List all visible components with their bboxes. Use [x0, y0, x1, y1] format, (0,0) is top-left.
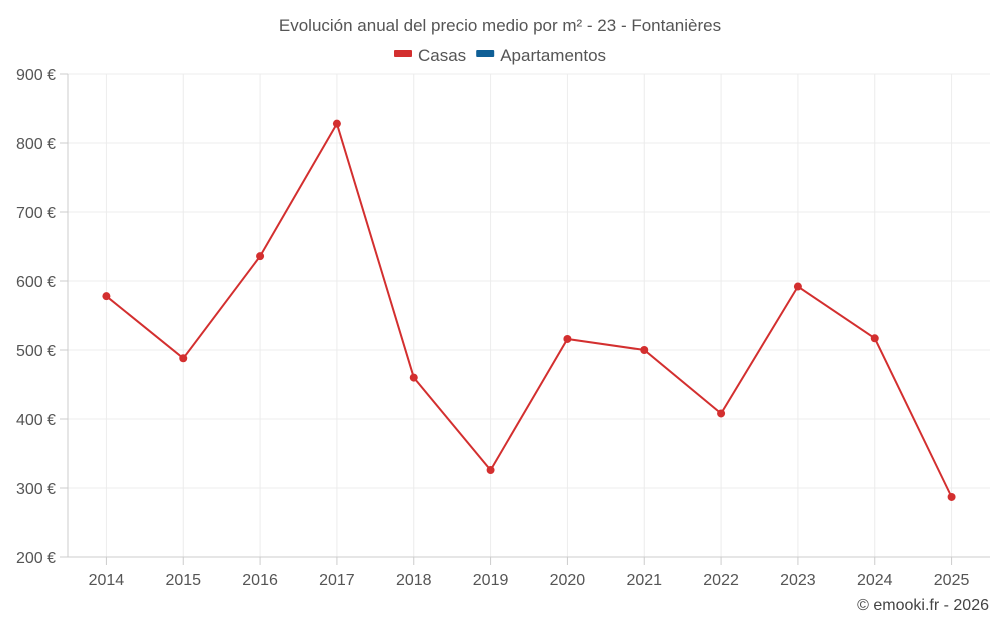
- y-tick-label: 300 €: [16, 481, 56, 498]
- data-point[interactable]: [409, 373, 418, 382]
- data-point[interactable]: [486, 466, 495, 475]
- data-point[interactable]: [640, 346, 649, 354]
- data-point[interactable]: [256, 252, 265, 261]
- x-tick-label: 2019: [473, 572, 509, 589]
- x-tick-label: 2017: [319, 572, 355, 589]
- series-line-casas: [105, 121, 953, 498]
- y-tick-label: 500 €: [16, 343, 56, 360]
- x-tick-label: 2022: [703, 572, 739, 589]
- legend-item-casas[interactable]: Casas: [394, 46, 466, 65]
- legend[interactable]: Casas Apartamentos: [394, 46, 606, 65]
- x-tick-label: 2021: [626, 572, 662, 589]
- chart-title: Evolución anual del precio medio por m² …: [279, 16, 721, 35]
- axes: 200 € 300 € 400 € 500 € 600 € 700 € 800 € 900 €…: [16, 67, 990, 589]
- x-tick-label: 2024: [857, 572, 893, 589]
- legend-swatch: [476, 50, 495, 57]
- data-point[interactable]: [793, 282, 802, 291]
- data-point[interactable]: [332, 119, 341, 128]
- y-tick-label: 700 €: [16, 205, 56, 222]
- grid: [68, 73, 990, 557]
- x-tick-label: 2016: [242, 572, 278, 589]
- y-tick-label: 800 €: [16, 136, 56, 153]
- data-point[interactable]: [870, 334, 879, 343]
- x-tick-label: 2014: [89, 572, 125, 589]
- x-tick-label: 2015: [165, 572, 201, 589]
- y-tick-label: 600 €: [16, 274, 56, 291]
- x-tick-label: 2025: [934, 572, 970, 589]
- legend-label: Casas: [418, 46, 466, 65]
- y-tick-label: 400 €: [16, 412, 56, 429]
- data-point[interactable]: [717, 409, 726, 418]
- y-tick-label: 200 €: [16, 550, 56, 567]
- data-point[interactable]: [947, 492, 956, 501]
- data-point[interactable]: [563, 334, 572, 343]
- y-tick-label: 900 €: [16, 67, 56, 84]
- x-tick-label: 2018: [396, 572, 432, 589]
- x-tick-label: 2020: [550, 572, 586, 589]
- legend-label: Apartamentos: [500, 46, 606, 65]
- data-point[interactable]: [102, 292, 111, 301]
- series: [102, 119, 956, 501]
- x-tick-label: 2023: [780, 572, 816, 589]
- legend-swatch: [394, 50, 412, 57]
- data-point[interactable]: [179, 354, 188, 363]
- credit-text: © emooki.fr - 2026: [857, 597, 989, 614]
- legend-item-apartamentos[interactable]: Apartamentos: [476, 46, 606, 65]
